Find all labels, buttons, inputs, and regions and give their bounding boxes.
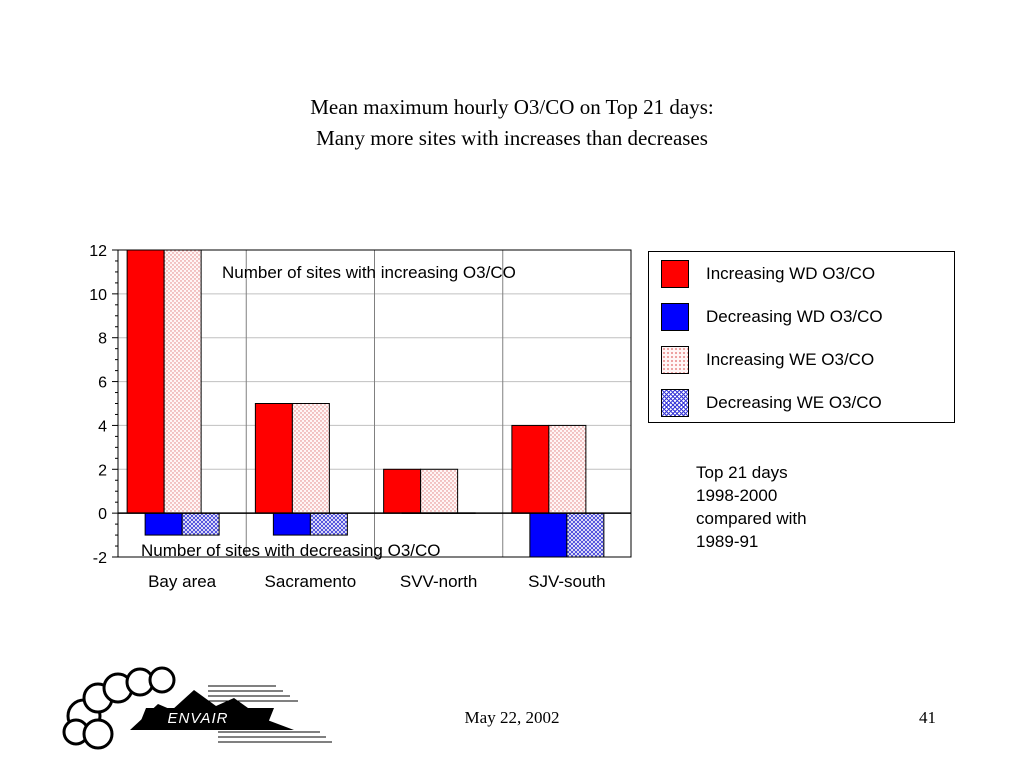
y-tick-label: 0 xyxy=(98,506,107,523)
bar-increasing-wd-o3-co-svv-north xyxy=(383,468,422,514)
y-tick-label: -2 xyxy=(93,550,107,567)
x-category-label-sacramento: Sacramento xyxy=(265,572,357,591)
y-tick-label: 4 xyxy=(98,418,107,435)
y-tick-label: 6 xyxy=(98,375,107,392)
x-category-label-bay-area: Bay area xyxy=(148,572,217,591)
bar-increasing-we-o3-co-svv-north xyxy=(420,468,459,514)
title-line-2: Many more sites with increases than decr… xyxy=(316,126,708,150)
y-tick-label: 2 xyxy=(98,462,107,479)
note-line-3: compared with xyxy=(696,509,807,528)
title-line-1: Mean maximum hourly O3/CO on Top 21 days… xyxy=(310,95,714,119)
legend-label-increasing-we: Increasing WE O3/CO xyxy=(706,350,875,369)
logo-cloud xyxy=(62,666,176,750)
chart-legend: Increasing WD O3/CO Decreasing WD O3/CO … xyxy=(648,251,955,423)
bar-increasing-we-o3-co-sjv-south xyxy=(548,424,587,514)
bar-increasing-we-o3-co-sacramento xyxy=(291,403,330,514)
logo-text: ENVAIR xyxy=(167,710,228,727)
bar-increasing-wd-o3-co-sacramento xyxy=(254,403,293,514)
note-line-4: 1989-91 xyxy=(696,532,759,551)
annotation-decreasing: Number of sites with decreasing O3/CO xyxy=(141,541,441,560)
logo-banner xyxy=(138,708,274,728)
bar-increasing-wd-o3-co-sjv-south xyxy=(511,424,550,514)
chart-title: Mean maximum hourly O3/CO on Top 21 days… xyxy=(0,92,1024,154)
bar-decreasing-wd-o3-co-sacramento xyxy=(272,512,311,536)
legend-swatch-decreasing-we xyxy=(661,389,689,417)
bar-decreasing-we-o3-co-sacramento xyxy=(309,512,348,536)
logo-speed-lines xyxy=(208,685,332,743)
legend-swatch-increasing-wd xyxy=(661,260,689,288)
bar-increasing-we-o3-co-bay-area xyxy=(163,249,202,514)
y-tick-label: 10 xyxy=(89,287,107,304)
bar-decreasing-we-o3-co-sjv-south xyxy=(566,512,605,558)
x-category-label-sjv-south: SJV-south xyxy=(528,572,606,591)
legend-label-increasing-wd: Increasing WD O3/CO xyxy=(706,264,876,283)
footer-date: May 22, 2002 xyxy=(464,708,560,727)
bar-decreasing-wd-o3-co-bay-area xyxy=(144,512,183,536)
bar-decreasing-wd-o3-co-sjv-south xyxy=(529,512,568,558)
legend-label-decreasing-wd: Decreasing WD O3/CO xyxy=(706,307,883,326)
legend-label-decreasing-we: Decreasing WE O3/CO xyxy=(706,393,882,412)
bar-increasing-wd-o3-co-bay-area xyxy=(126,249,165,514)
note-line-1: Top 21 days xyxy=(696,463,788,482)
y-tick-label: 12 xyxy=(89,243,107,260)
legend-swatch-increasing-we xyxy=(661,346,689,374)
page-number: 41 xyxy=(919,708,936,727)
envair-logo: ENVAIR xyxy=(62,666,332,750)
bar-decreasing-we-o3-co-bay-area xyxy=(181,512,220,536)
legend-swatch-decreasing-wd xyxy=(661,303,689,331)
y-tick-label: 8 xyxy=(98,331,107,348)
note-line-2: 1998-2000 xyxy=(696,486,778,505)
annotation-increasing: Number of sites with increasing O3/CO xyxy=(222,263,516,282)
chart-note: Top 21 days 1998-2000 compared with 1989… xyxy=(696,461,856,553)
x-category-label-svv-north: SVV-north xyxy=(400,572,478,591)
